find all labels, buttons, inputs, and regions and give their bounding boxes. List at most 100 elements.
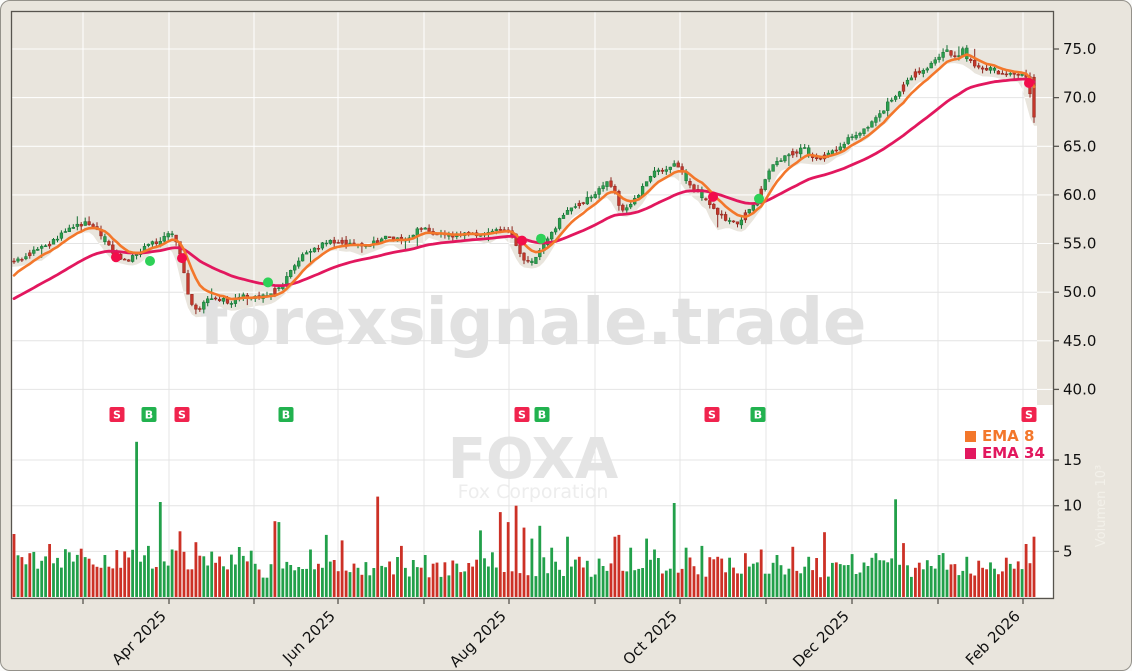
candle [625,207,629,211]
volume-bar [143,555,146,597]
volume-bar [566,536,569,597]
volume-bar [289,565,293,597]
svg-text:S: S [708,409,716,422]
volume-bar [396,557,399,597]
volume-bar [961,570,965,597]
volume-bar [664,570,668,597]
candle [553,228,558,233]
volume-bar [957,575,961,597]
candle [814,157,819,159]
candle [340,239,344,244]
candle [901,84,906,92]
candle [170,233,174,236]
volume-bar [581,567,585,597]
candle [925,68,929,71]
svg-text:S: S [518,409,526,422]
volume-bar [684,547,688,597]
volume-bar [1008,563,1012,597]
volume-bar [530,538,534,597]
candle [593,194,597,198]
volume-bar [293,570,297,597]
volume-bar [297,567,301,597]
candle [909,77,914,81]
candle [945,49,949,52]
volume-bar [506,522,510,597]
candle [526,260,530,262]
candle [992,67,997,71]
volume-bar [1024,544,1028,597]
candle [494,229,498,231]
volume-bar [265,577,269,597]
volume-bar [917,562,921,597]
candle [980,67,985,70]
candle [648,176,653,182]
candle [577,202,581,207]
volume-bar [625,571,629,597]
candle [229,303,234,305]
volume-bar [44,556,47,597]
sell-signal-marker: S [704,407,720,422]
candle [569,207,574,212]
volume-bar [253,563,257,597]
volume-bar [807,556,811,597]
candle [423,227,427,230]
watermark-layer: forexsignale.trade FOXA Fox Corporation … [200,286,1109,547]
volume-bar [886,562,890,597]
volume-bar [755,562,759,597]
candle [929,62,933,69]
volume-bar [360,574,364,597]
candle [893,96,898,100]
candle [727,220,732,222]
candle [43,245,48,247]
candle [712,203,716,209]
volume-bar [356,567,360,597]
volume-bar [388,561,391,597]
volume-bar [854,574,858,597]
volume-bar [407,576,411,597]
volume-bar [234,564,237,597]
volume-bar [716,556,720,597]
sell-signal-marker: S [1021,407,1037,422]
volume-bar [178,531,182,597]
watermark-company-text: Fox Corporation [458,481,609,503]
volume-bar [997,574,1000,597]
volume-bar [823,532,826,597]
volume-bar [415,567,419,597]
candle [886,101,890,111]
volume-bar [498,512,502,597]
volume-bar [376,496,380,597]
legend-item-ema34: EMA 34 [965,445,1045,461]
sell-crossover-dot [708,191,718,202]
volume-bar [479,530,482,597]
volume-bar [115,550,119,597]
candle [67,227,71,232]
x-tick-label: Feb 2026 [962,607,1024,669]
candle [273,288,277,295]
volume-bar [981,567,984,597]
volume-bar [585,560,589,597]
volume-bar [890,558,894,597]
volume-bar [676,572,680,597]
volume-bar [838,564,842,597]
candle [716,207,720,215]
volume-bar [1012,568,1016,597]
candle [332,239,336,244]
volume-bar [257,569,261,597]
ema8-swatch-icon [965,430,976,442]
volume-bar [1001,571,1004,597]
candle [530,260,534,263]
volume-bar [787,568,791,597]
candle [842,143,846,148]
candle [621,204,625,211]
candle [55,238,60,241]
volume-bar [309,549,312,597]
volume-bar [170,549,174,597]
volume-bar [83,557,87,597]
volume-bar [427,577,431,597]
volume-bar [526,575,530,597]
volume-bar [158,502,162,597]
ema8-label: EMA 8 [982,427,1035,445]
volume-bar [281,568,285,597]
candle [644,181,649,187]
volume-bar [230,554,233,597]
